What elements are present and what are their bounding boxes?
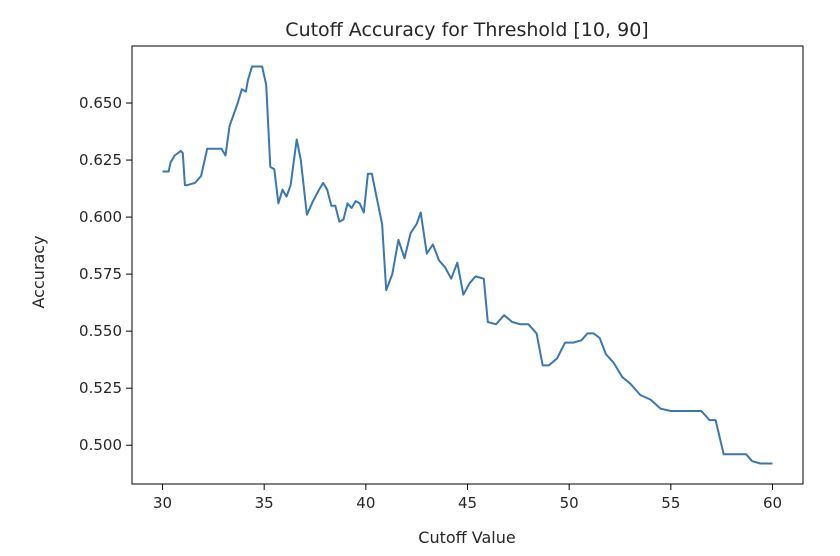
series-line-0 bbox=[162, 65, 773, 465]
y-tick-label: 0.625 bbox=[79, 151, 122, 169]
x-tick-label: 40 bbox=[356, 494, 375, 512]
y-tick-label: 0.650 bbox=[79, 94, 122, 112]
y-tick-label: 0.600 bbox=[79, 208, 122, 226]
y-axis-title: Accuracy bbox=[29, 235, 48, 308]
x-tick-label: 60 bbox=[763, 494, 782, 512]
x-tick-label: 35 bbox=[255, 494, 274, 512]
x-tick-label: 30 bbox=[153, 494, 172, 512]
y-tick-label: 0.500 bbox=[79, 436, 122, 454]
x-tick-label: 55 bbox=[661, 494, 680, 512]
y-tick-label: 0.525 bbox=[79, 379, 122, 397]
x-tick-label: 45 bbox=[458, 494, 477, 512]
chart-title: Cutoff Accuracy for Threshold [10, 90] bbox=[285, 19, 648, 41]
plot-frame bbox=[131, 45, 804, 485]
y-tick-label: 0.575 bbox=[79, 265, 122, 283]
x-axis-title: Cutoff Value bbox=[418, 528, 515, 547]
x-tick-label: 50 bbox=[560, 494, 579, 512]
plot-area: 30 35 40 45 50 55 60 0.500 0.525 0.550 0.575 0.600 0… bbox=[79, 45, 804, 512]
y-tick-label: 0.550 bbox=[79, 322, 122, 340]
